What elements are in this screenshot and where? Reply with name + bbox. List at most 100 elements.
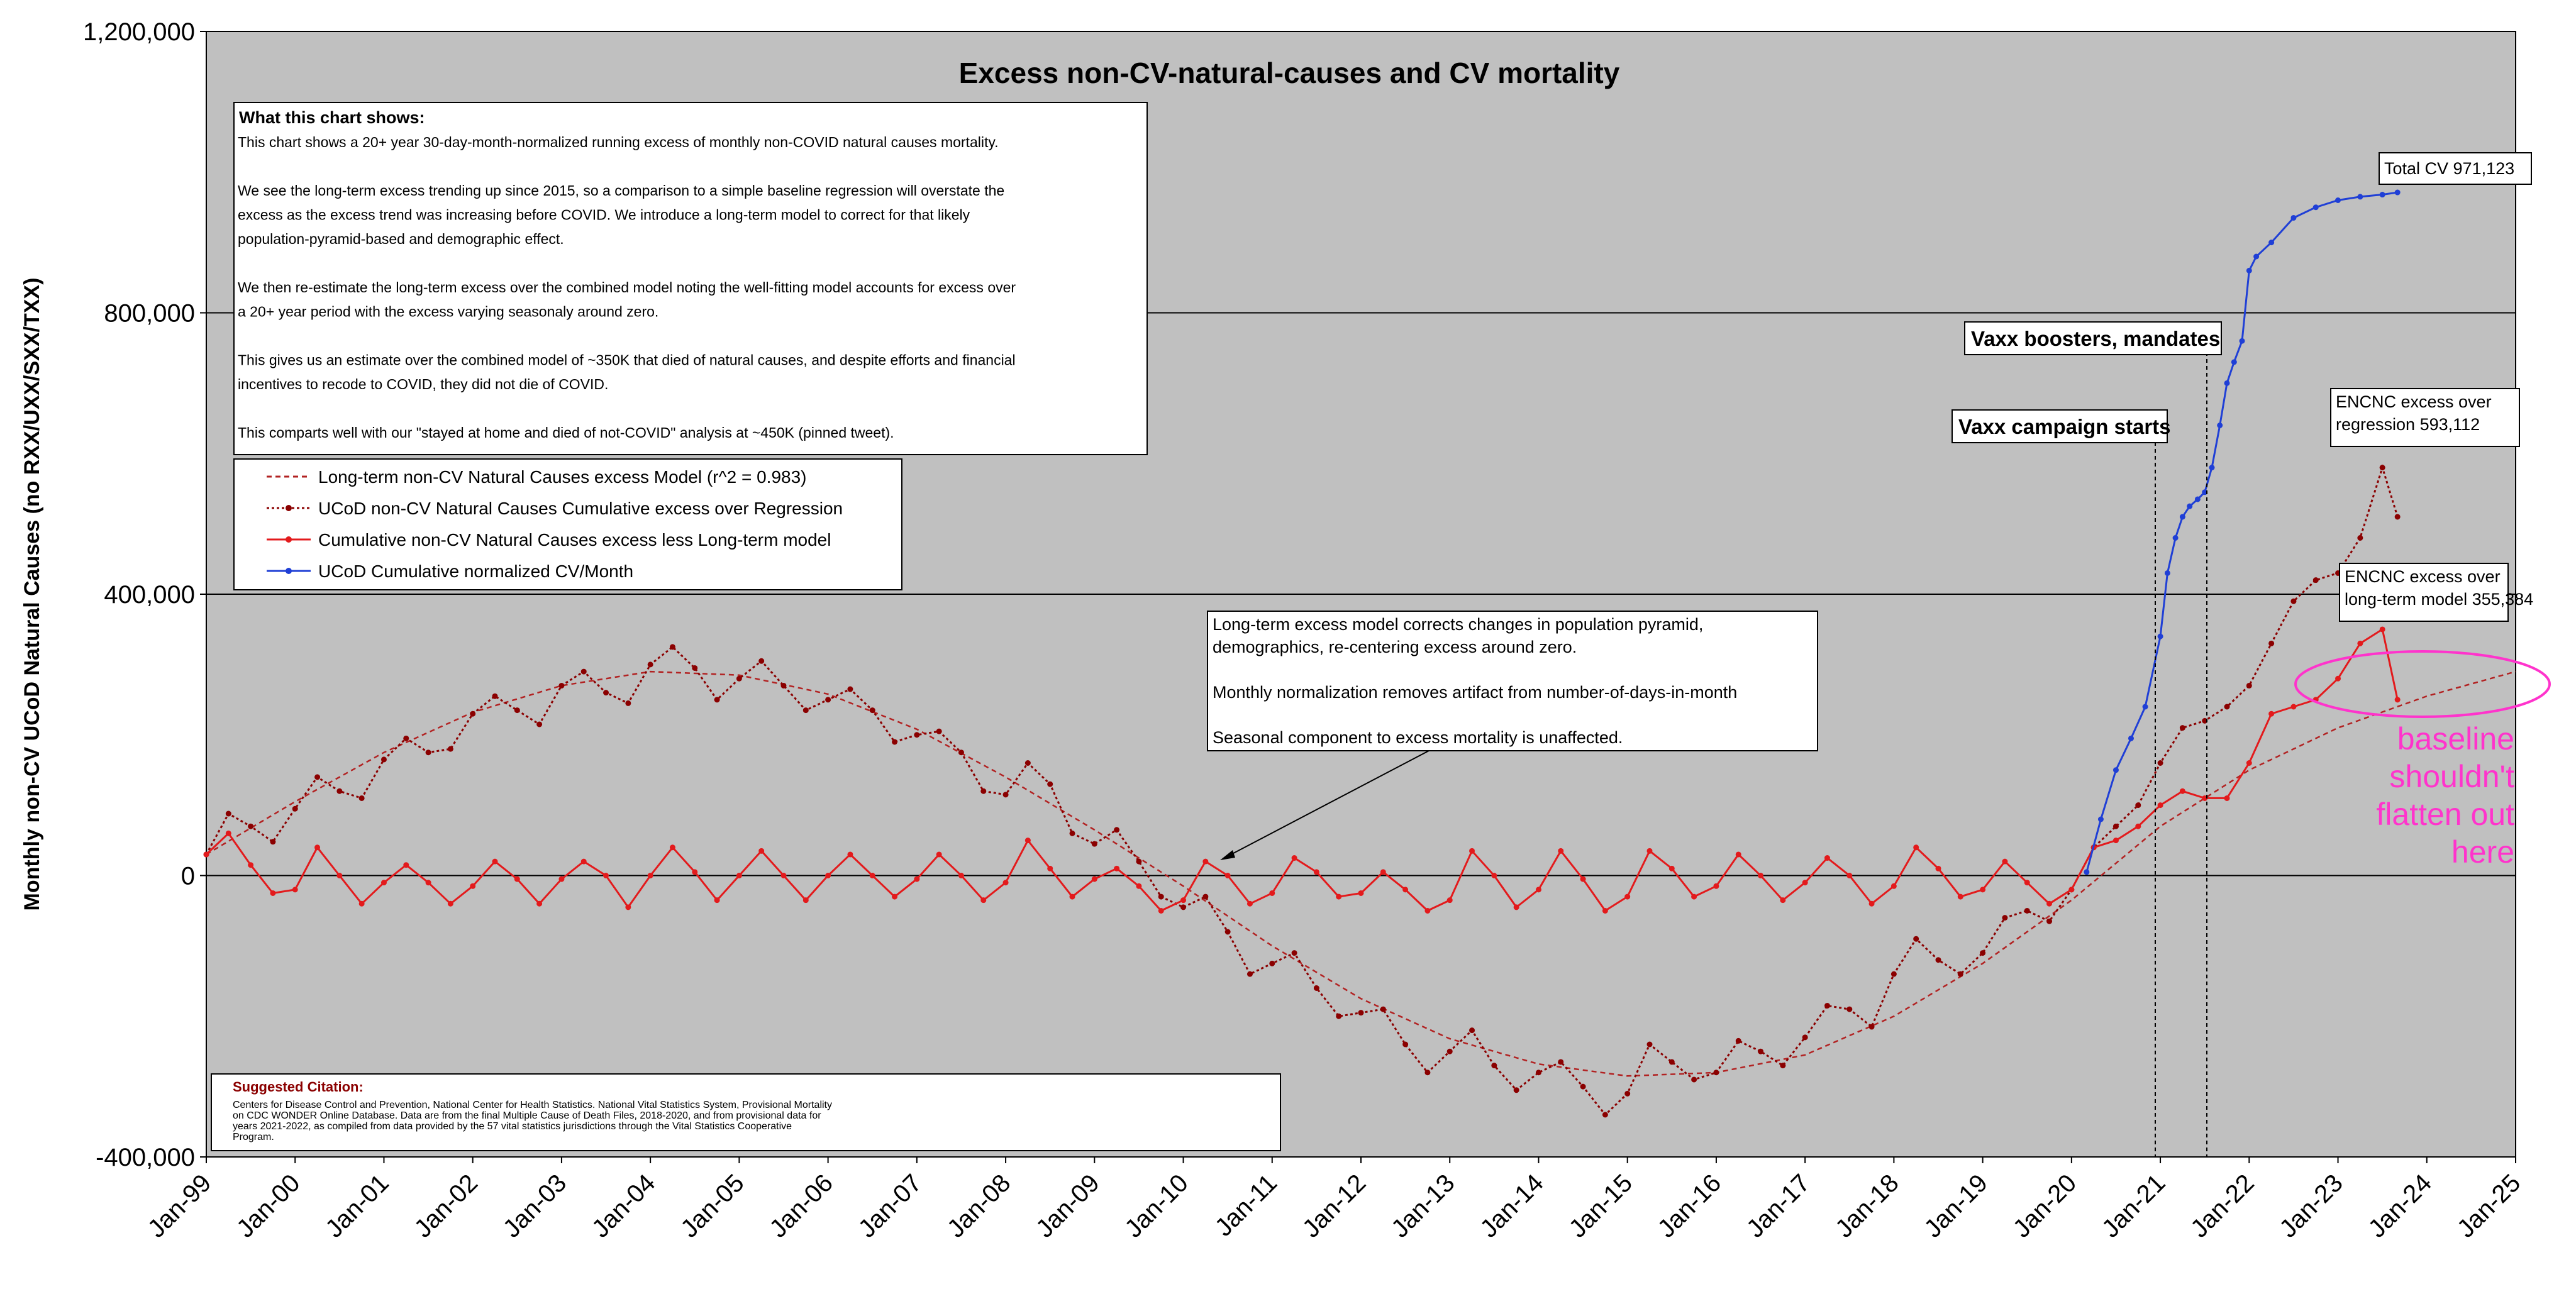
legend-label-0: Long-term non-CV Natural Causes excess M… <box>318 467 807 487</box>
encnc-regression-callout: ENCNC excess over regression 593,112 <box>2330 388 2520 447</box>
series-2-point <box>2112 838 2119 844</box>
chart-title: Excess non-CV-natural-causes and CV mort… <box>959 57 1620 89</box>
series-1-point <box>1158 893 1164 900</box>
model-note-line: demographics, re-centering excess around… <box>1213 638 1577 656</box>
baseline-ellipse <box>2294 650 2551 718</box>
series-2-point <box>2179 788 2185 794</box>
encnc-regression-frame <box>2330 388 2520 447</box>
series-1-point <box>869 707 875 714</box>
series-1-point <box>1202 893 1209 900</box>
series-2-point <box>1691 893 1697 900</box>
x-tick-label: Jan-03 <box>498 1169 572 1243</box>
series-3-point <box>2164 570 2170 576</box>
legend-marker-3 <box>286 568 292 574</box>
series-1-point <box>1024 760 1031 766</box>
info-box-line: excess as the excess trend was increasin… <box>238 207 970 223</box>
series-2-point <box>1513 904 1519 910</box>
series-2-point <box>1114 865 1120 871</box>
x-tick-label: Jan-24 <box>2363 1169 2438 1243</box>
series-3-point <box>2142 704 2148 710</box>
series-1-point <box>1624 1090 1631 1097</box>
series-3-point <box>2379 192 2385 198</box>
legend-label-3: UCoD Cumulative normalized CV/Month <box>318 561 633 581</box>
series-1-point <box>1868 1024 1875 1030</box>
y-tick-label: -400,000 <box>96 1144 195 1171</box>
baseline-note-line-3: flatten out <box>2376 797 2514 832</box>
legend-marker-1 <box>286 505 292 511</box>
series-2-point <box>1646 848 1653 854</box>
series-1-point <box>1713 1070 1719 1076</box>
series-2-point <box>1202 858 1209 865</box>
info-box-line: We then re-estimate the long-term excess… <box>238 279 1016 296</box>
series-1-point <box>1780 1063 1786 1069</box>
series-1-point <box>603 690 609 696</box>
series-1-point <box>336 788 343 794</box>
citation-box: Suggested Citation: Centers for Disease … <box>211 1073 1281 1151</box>
series-1-point <box>292 805 298 812</box>
series-1-point <box>1691 1076 1697 1083</box>
series-3-point <box>2112 767 2119 773</box>
citation-line: years 2021-2022, as compiled from data p… <box>233 1121 792 1132</box>
citation-line: on CDC WONDER Online Database. Data are … <box>233 1110 821 1121</box>
series-2-point <box>248 862 254 868</box>
info-box-line: population-pyramid-based and demographic… <box>238 231 564 247</box>
series-3-point <box>2209 465 2215 471</box>
vaxx-boosters-label: Vaxx boosters, mandates <box>1971 327 2220 350</box>
series-1-point <box>1957 971 1963 977</box>
series-3-point <box>2231 359 2237 365</box>
series-1-point <box>536 721 543 727</box>
series-1-point <box>1380 1006 1386 1012</box>
series-1-point <box>802 707 809 714</box>
series-2-point <box>2002 858 2008 865</box>
series-line-0 <box>206 670 2516 1077</box>
series-2-point <box>936 851 942 858</box>
series-3-point <box>2290 214 2297 221</box>
vaxx-campaign-callout: Vaxx campaign starts <box>1951 409 2171 443</box>
x-tick-label: Jan-01 <box>320 1169 394 1243</box>
series-1-point <box>847 686 853 692</box>
x-tick-label: Jan-10 <box>1119 1169 1194 1243</box>
series-2-point <box>1713 883 1719 889</box>
series-2-point <box>780 873 787 878</box>
info-box-line: This gives us an estimate over the combi… <box>238 352 1016 368</box>
series-2-point <box>758 848 765 854</box>
series-2-point <box>1469 848 1475 854</box>
series-1-point <box>2357 535 2363 541</box>
series-2-point <box>1890 883 1897 889</box>
series-1-point <box>492 693 498 699</box>
series-1-point <box>2379 465 2385 471</box>
series-2-point <box>1558 848 1564 854</box>
series-2-point <box>536 900 543 907</box>
series-2-point <box>492 858 498 865</box>
series-1-point <box>580 668 587 675</box>
series-2-point <box>1047 865 1053 871</box>
series-1-point <box>914 732 920 738</box>
x-tick-label: Jan-17 <box>1741 1169 1816 1243</box>
series-3-point <box>2357 194 2363 200</box>
series-2-point <box>270 890 276 896</box>
series-2-point <box>1336 893 1342 900</box>
x-tick-label: Jan-23 <box>2274 1169 2348 1243</box>
series-3-point <box>2157 633 2163 639</box>
info-box-line: This chart shows a 20+ year 30-day-month… <box>238 134 999 150</box>
series-1-point <box>714 697 720 703</box>
series-2-point <box>1668 865 1675 871</box>
series-1-point <box>736 675 742 682</box>
series-2-point <box>1602 907 1608 914</box>
series-1-point <box>1824 1002 1830 1009</box>
series-3-point <box>2187 503 2193 509</box>
series-1-point <box>1602 1112 1608 1118</box>
baseline-note-line-4: here <box>2451 834 2514 870</box>
model-note-line: Seasonal component to excess mortality i… <box>1213 728 1623 747</box>
x-tick-label: Jan-19 <box>1919 1169 1993 1243</box>
series-1-point <box>1668 1059 1675 1065</box>
series-2-point <box>403 862 409 868</box>
series-2-point <box>1136 883 1142 889</box>
series-1-point <box>2202 717 2208 724</box>
series-2-point <box>314 844 321 851</box>
x-axis: Jan-99 Jan-00 Jan-01 Jan-02 Jan-03 Jan-04 Jan-… <box>143 1157 2526 1243</box>
series-1-point <box>1758 1048 1764 1054</box>
x-tick-label: Jan-00 <box>231 1169 306 1243</box>
series-1-point <box>358 795 365 801</box>
series-2-point <box>736 873 742 878</box>
